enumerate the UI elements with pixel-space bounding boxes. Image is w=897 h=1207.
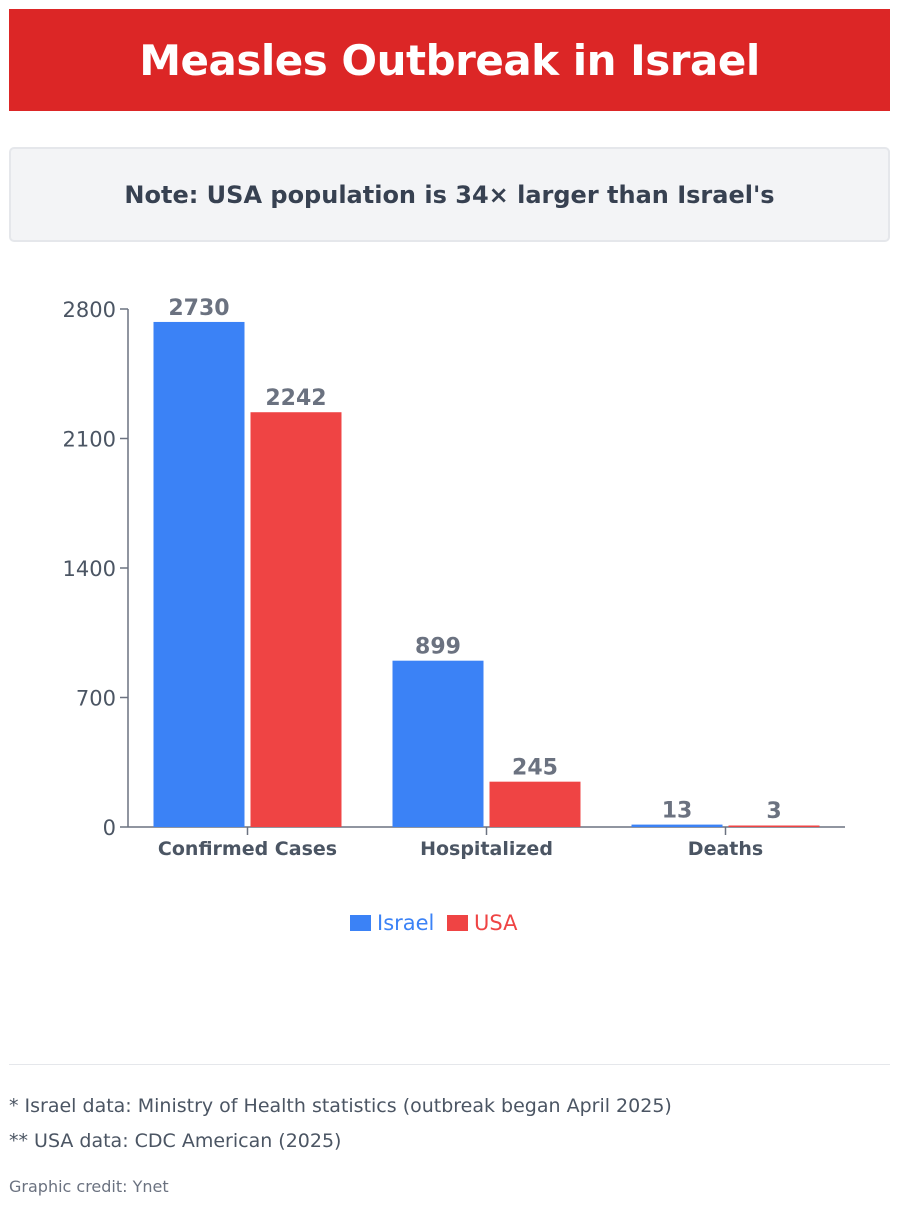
footnote-usa: ** USA data: CDC American (2025)	[9, 1130, 342, 1152]
page-title: Measles Outbreak in Israel	[139, 35, 760, 85]
legend-label-usa: USA	[474, 911, 518, 935]
legend-label-israel: Israel	[377, 911, 434, 935]
data-label: 899	[415, 635, 461, 660]
bar-israel	[631, 824, 723, 827]
x-tick-label: Deaths	[688, 838, 763, 860]
note-text: Note: USA population is 34× larger than …	[124, 180, 775, 209]
bar-usa	[489, 781, 581, 827]
y-tick-label: 2100	[63, 428, 116, 452]
graphic-credit: Graphic credit: Ynet	[9, 1177, 169, 1196]
data-label: 2730	[168, 296, 229, 321]
y-tick-label: 700	[76, 687, 116, 711]
divider	[9, 1064, 890, 1065]
data-label: 13	[662, 799, 693, 824]
bar-usa	[728, 825, 820, 827]
y-tick-label: 1400	[63, 557, 116, 581]
y-tick-label: 2800	[63, 298, 116, 322]
x-tick-label: Confirmed Cases	[158, 838, 337, 860]
bar-usa	[250, 412, 342, 827]
data-label: 2242	[265, 386, 326, 411]
y-tick-label: 0	[103, 816, 116, 840]
x-tick-label: Hospitalized	[420, 838, 553, 860]
data-label: 3	[766, 799, 781, 824]
note-box: Note: USA population is 34× larger than …	[9, 147, 890, 242]
bar-chart: 0 700 1400 2100 2800 Confirmed Cases 2730 2242 H…	[63, 296, 845, 935]
bar-israel	[153, 321, 245, 827]
data-label: 245	[512, 756, 558, 781]
footnote-israel: * Israel data: Ministry of Health statis…	[9, 1095, 672, 1117]
header-banner: Measles Outbreak in Israel	[9, 9, 890, 111]
legend-swatch-israel	[350, 915, 371, 931]
legend-swatch-usa	[447, 915, 468, 931]
bar-israel	[392, 660, 484, 827]
